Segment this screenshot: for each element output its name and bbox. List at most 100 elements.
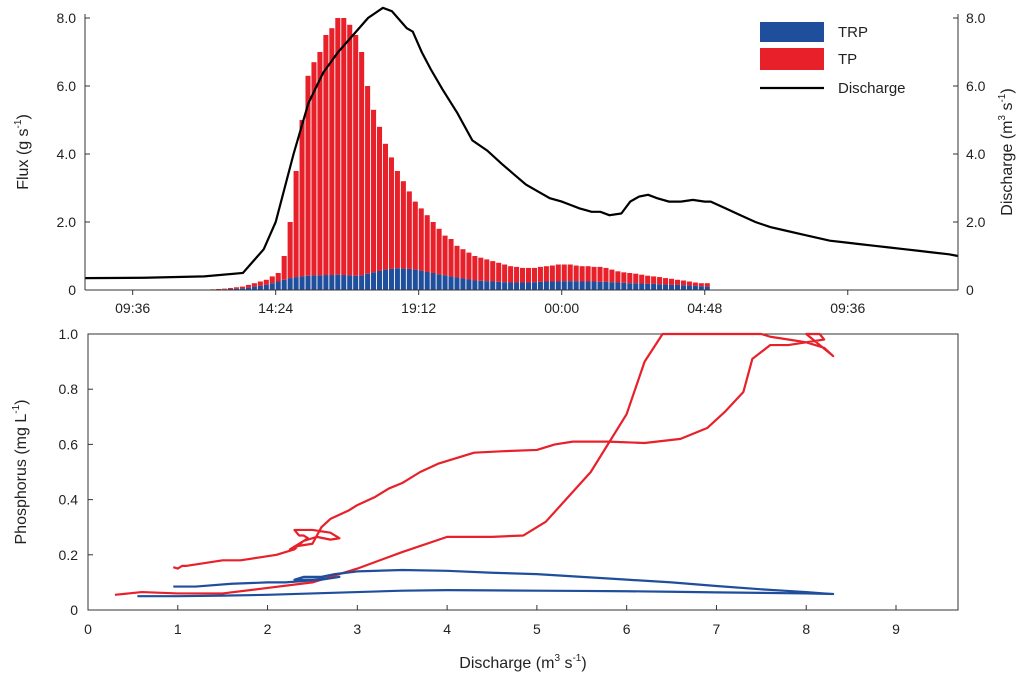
tp-bar (418, 208, 424, 271)
tp-bar (543, 266, 549, 282)
trp-bar (585, 281, 591, 290)
tp-bar (698, 283, 704, 287)
trp-bar (228, 288, 234, 290)
trp-bar (603, 281, 609, 290)
bottom-x-tick-label: 2 (264, 621, 272, 637)
tp-bar (633, 273, 639, 284)
right-y-tick-label: 6.0 (966, 78, 986, 94)
top-x-tick-label: 09:36 (115, 300, 150, 316)
tp-bar (520, 267, 526, 283)
trp-bar (698, 286, 704, 290)
tp-bar (448, 239, 454, 277)
trp-bar (311, 275, 317, 290)
tp-bar (287, 222, 293, 279)
tp-bar (573, 265, 579, 282)
bottom-x-tick-label: 0 (84, 621, 92, 637)
trp-bar (621, 282, 627, 290)
legend-label-discharge: Discharge (838, 80, 906, 97)
trp-bar (448, 276, 454, 290)
trp-bar (627, 283, 633, 290)
trp-bar (674, 284, 681, 290)
trp-bar (525, 282, 532, 290)
trp-bar (245, 287, 251, 290)
discharge-line (84, 6, 959, 280)
trp-bar (633, 283, 639, 290)
trp-bar (454, 277, 460, 290)
left-y-tick-label: 0 (68, 282, 76, 298)
bottom-y-tick-label: 0.8 (59, 381, 79, 397)
top-legend: TRP TP Discharge (760, 22, 906, 97)
tp-bar (674, 279, 681, 285)
bottom-y-tick-label: 0.4 (59, 492, 79, 508)
tp-bar (400, 181, 406, 269)
top-x-tick-label: 04:48 (687, 300, 722, 316)
top-x-tick-label: 19:12 (401, 300, 436, 316)
trp-bar (293, 277, 299, 290)
tp-bar (555, 264, 561, 282)
tp-bar (257, 281, 263, 286)
top-x-tick-label: 14:24 (258, 300, 293, 316)
top-right-axis-title: Discharge (m3 s-1) (997, 88, 1016, 215)
bottom-x-tick-label: 5 (533, 621, 541, 637)
trp-bar (341, 275, 347, 290)
legend-swatch-trp (760, 22, 824, 42)
tp-bar (406, 191, 412, 269)
left-y-tick-label: 6.0 (57, 78, 77, 94)
tp-bar (561, 264, 567, 282)
trp-bar (520, 282, 526, 290)
tp-bar (508, 266, 514, 283)
tp-bar (347, 24, 353, 276)
tp-bar (692, 282, 698, 286)
tp-bar (466, 252, 472, 280)
trp-bar (567, 281, 573, 290)
tp-bar (299, 120, 305, 277)
trp-bar (371, 272, 377, 290)
trp-bar (335, 274, 341, 290)
tp-bar (371, 109, 377, 273)
trp-bar (317, 275, 323, 290)
tp-bar (603, 267, 609, 282)
bottom-x-tick-label: 8 (802, 621, 810, 637)
tp-bar (222, 288, 228, 290)
tp-bar (680, 280, 686, 286)
trp-bar (323, 275, 329, 290)
tp-bar (382, 143, 389, 270)
trp-bar (531, 282, 537, 290)
right-y-tick-label: 8.0 (966, 10, 986, 26)
tp-bar (359, 52, 365, 276)
trp-bar (704, 286, 710, 290)
top-x-tick-label: 09:36 (830, 300, 865, 316)
tp-bar (317, 52, 323, 276)
tp-bar (335, 18, 341, 275)
tp-bar (478, 257, 484, 281)
trp-hysteresis-line (137, 568, 835, 598)
trp-bar (347, 275, 353, 290)
tp-bar (353, 35, 359, 276)
tp-bar (460, 249, 466, 279)
tp-bar (329, 28, 335, 276)
tp-bar (579, 266, 585, 282)
trp-bar (680, 285, 686, 290)
trp-bar (251, 286, 257, 290)
tp-bar (442, 235, 448, 276)
trp-bar (418, 270, 424, 290)
tp-bar (490, 261, 496, 282)
trp-bar (508, 282, 514, 290)
trp-bar (543, 281, 549, 290)
trp-bar (400, 268, 406, 290)
trp-bar (561, 281, 567, 290)
tp-bar (549, 265, 555, 282)
right-y-tick-label: 0 (966, 282, 974, 298)
trp-bar (645, 283, 651, 290)
trp-bar (365, 273, 371, 290)
tp-bar (365, 86, 371, 274)
tp-bar (531, 267, 537, 283)
tp-bar (651, 276, 657, 284)
trp-bar (579, 281, 585, 290)
tp-bar (263, 279, 269, 285)
bottom-x-tick-label: 3 (353, 621, 361, 637)
trp-bar (484, 281, 490, 290)
legend-label-tp: TP (838, 51, 857, 68)
trp-bar (466, 279, 472, 290)
left-y-tick-label: 2.0 (57, 214, 77, 230)
